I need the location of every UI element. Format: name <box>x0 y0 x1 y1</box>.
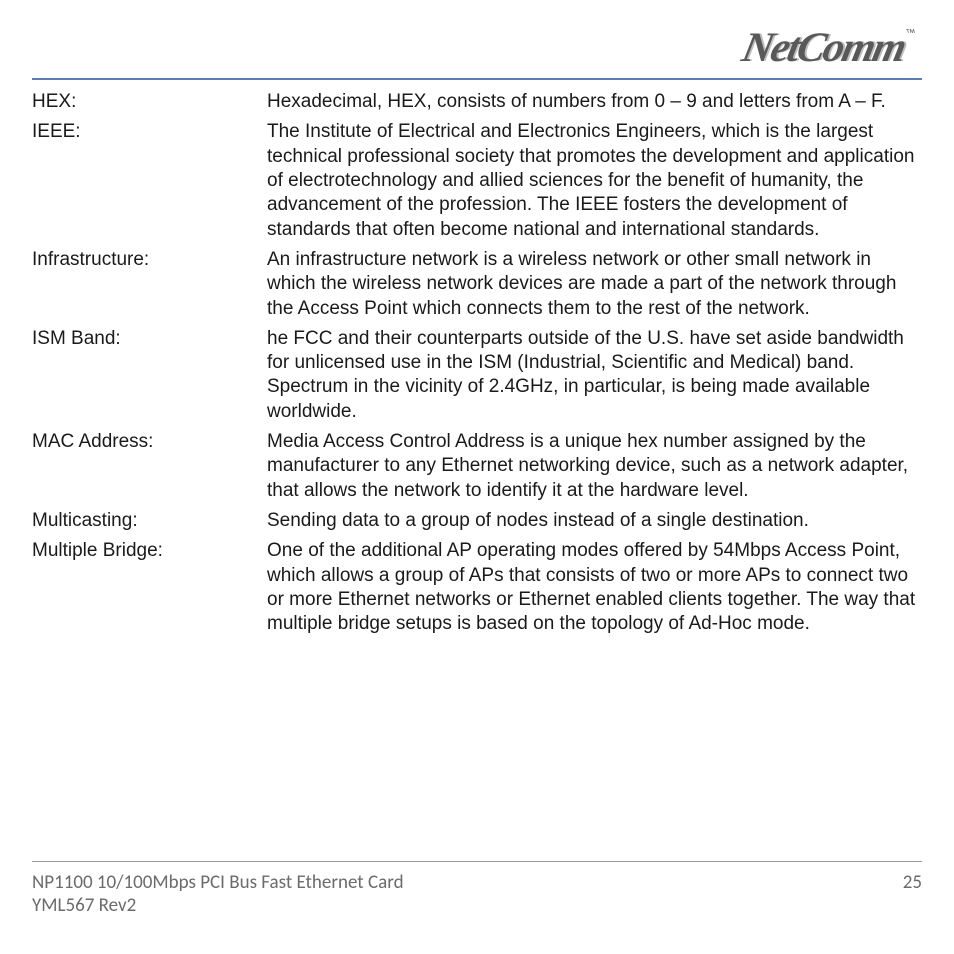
glossary-definition: One of the additional AP operating modes… <box>267 539 922 636</box>
page-footer: NP1100 10/100Mbps PCI Bus Fast Ethernet … <box>32 871 922 919</box>
glossary-term: ISM Band: <box>32 327 267 424</box>
page-number: 25 <box>903 871 922 894</box>
glossary-term: Infrastructure: <box>32 248 267 321</box>
trademark-symbol: ™ <box>905 28 917 39</box>
glossary-entry: HEX: Hexadecimal, HEX, consists of numbe… <box>32 90 922 114</box>
brand-logo: NetComm <box>738 24 909 72</box>
footer-product-title: NP1100 10/100Mbps PCI Bus Fast Ethernet … <box>32 871 404 895</box>
glossary-definition: Media Access Control Address is a unique… <box>267 430 922 503</box>
glossary-entry: ISM Band: he FCC and their counterparts … <box>32 327 922 424</box>
glossary-entry: IEEE: The Institute of Electrical and El… <box>32 120 922 242</box>
glossary-term: MAC Address: <box>32 430 267 503</box>
glossary-term: Multicasting: <box>32 509 267 533</box>
header-logo-container: NetComm™ <box>32 24 922 72</box>
glossary-definition: Sending data to a group of nodes instead… <box>267 509 922 533</box>
glossary-definition: he FCC and their counterparts outside of… <box>267 327 922 424</box>
glossary-entry: MAC Address: Media Access Control Addres… <box>32 430 922 503</box>
glossary-definition: An infrastructure network is a wireless … <box>267 248 922 321</box>
glossary-term: HEX: <box>32 90 267 114</box>
glossary-entry: Infrastructure: An infrastructure networ… <box>32 248 922 321</box>
glossary-definition: Hexadecimal, HEX, consists of numbers fr… <box>267 90 922 114</box>
footer-divider <box>32 861 922 862</box>
footer-doc-revision: YML567 Rev2 <box>32 894 404 918</box>
glossary-entry: Multicasting: Sending data to a group of… <box>32 509 922 533</box>
footer-product-info: NP1100 10/100Mbps PCI Bus Fast Ethernet … <box>32 871 404 919</box>
glossary-term: Multiple Bridge: <box>32 539 267 636</box>
glossary-definition: The Institute of Electrical and Electron… <box>267 120 922 242</box>
glossary-list: HEX: Hexadecimal, HEX, consists of numbe… <box>32 90 922 637</box>
glossary-term: IEEE: <box>32 120 267 242</box>
glossary-entry: Multiple Bridge: One of the additional A… <box>32 539 922 636</box>
header-divider <box>32 78 922 80</box>
